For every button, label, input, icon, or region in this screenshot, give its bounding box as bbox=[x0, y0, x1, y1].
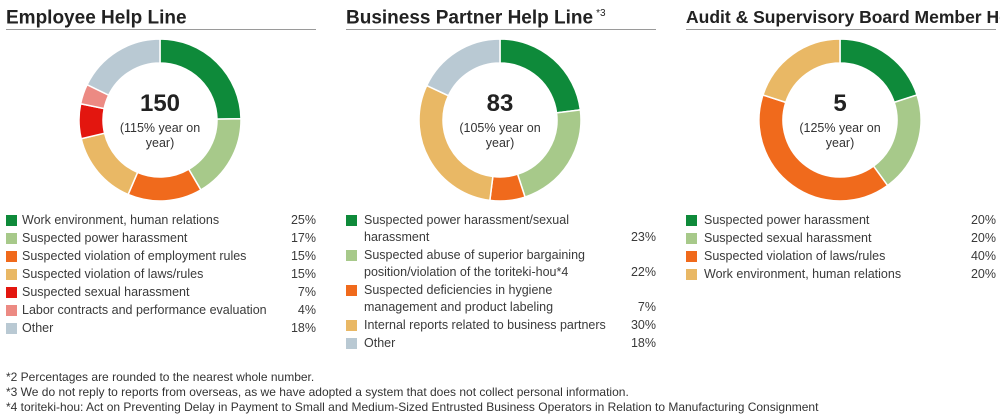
legend-item: Suspected violation of laws/rules 15% bbox=[6, 266, 316, 283]
donut-svg bbox=[759, 39, 921, 201]
legend-label: Suspected sexual harassment bbox=[704, 231, 872, 245]
legend-item: Suspected sexual harassment 7% bbox=[6, 284, 316, 301]
legend-item: Work environment, human relations 20% bbox=[686, 266, 996, 283]
legend-label: Suspected violation of employment rules bbox=[22, 249, 247, 263]
legend-item: Labor contracts and performance evaluati… bbox=[6, 302, 316, 319]
legend-swatch bbox=[6, 269, 17, 280]
legend-swatch bbox=[346, 285, 357, 296]
legend-item: Suspected power harassment/sexual harass… bbox=[346, 212, 656, 246]
legend-percentage: 30% bbox=[630, 318, 656, 332]
legend-item: Suspected abuse of superior bargaining p… bbox=[346, 247, 656, 281]
audit-board-hotline-panel: Audit & Supervisory Board Member Hotline… bbox=[686, 0, 1000, 281]
legend-percentage: 18% bbox=[630, 336, 656, 350]
legend-percentage: 7% bbox=[637, 300, 656, 314]
legend-label: Work environment, human relations bbox=[22, 213, 220, 227]
legend-swatch bbox=[346, 338, 357, 349]
legend-label: Suspected abuse of superior bargaining p… bbox=[364, 248, 585, 279]
legend-percentage: 18% bbox=[290, 321, 316, 335]
donut-svg bbox=[79, 39, 241, 201]
donut-chart: 5 (125% year on year) bbox=[759, 39, 921, 201]
legend-percentage: 40% bbox=[970, 249, 996, 263]
legend-swatch bbox=[346, 320, 357, 331]
employee-help-line-panel: Employee Help Line 150 (115% year on yea… bbox=[6, 0, 316, 335]
donut-svg bbox=[419, 39, 581, 201]
legend-item: Suspected deficiencies in hygiene manage… bbox=[346, 282, 656, 316]
chart-title: Business Partner Help Line *3 bbox=[346, 0, 656, 30]
legend-item: Other 18% bbox=[346, 335, 656, 352]
legend-swatch bbox=[346, 215, 357, 226]
legend-label: Other bbox=[22, 321, 54, 335]
legend-percentage: 17% bbox=[290, 231, 316, 245]
legend-label: Other bbox=[364, 336, 396, 350]
donut-slice-work-environment-human-relations bbox=[762, 39, 841, 104]
legend-percentage: 25% bbox=[290, 213, 316, 227]
legend-label: Suspected deficiencies in hygiene manage… bbox=[364, 283, 554, 314]
legend-percentage: 4% bbox=[297, 303, 316, 317]
legend-swatch bbox=[686, 233, 697, 244]
legend-item: Suspected sexual harassment 20% bbox=[686, 230, 996, 247]
legend-percentage: 22% bbox=[630, 265, 656, 279]
footnotes: *2 Percentages are rounded to the neares… bbox=[6, 370, 818, 415]
legend-percentage: 20% bbox=[970, 213, 996, 227]
legend-swatch bbox=[6, 323, 17, 334]
year-on-year-label: (125% year on year) bbox=[799, 120, 881, 150]
legend-swatch bbox=[6, 305, 17, 316]
legend-label: Internal reports related to business par… bbox=[364, 318, 606, 332]
year-on-year-label: (105% year on year) bbox=[459, 120, 541, 150]
chart-title: Audit & Supervisory Board Member Hotline bbox=[686, 0, 1000, 30]
legend-item: Work environment, human relations 25% bbox=[6, 212, 316, 229]
legend-item: Suspected power harassment 20% bbox=[686, 212, 996, 229]
legend-percentage: 15% bbox=[290, 267, 316, 281]
chart-title: Employee Help Line bbox=[6, 0, 316, 30]
legend-item: Suspected violation of employment rules 1… bbox=[6, 248, 316, 265]
legend-label: Suspected sexual harassment bbox=[22, 285, 190, 299]
donut-chart: 150 (115% year on year) bbox=[79, 39, 241, 201]
footnote: *2 Percentages are rounded to the neares… bbox=[6, 370, 315, 384]
legend-label: Suspected power harassment bbox=[22, 231, 188, 245]
donut-slice-other bbox=[86, 39, 161, 97]
total-count: 150 bbox=[139, 89, 181, 117]
legend: Suspected power harassment/sexual harass… bbox=[346, 212, 656, 353]
legend-percentage: 15% bbox=[290, 249, 316, 263]
legend-label: Suspected power harassment bbox=[704, 213, 870, 227]
legend-percentage: 20% bbox=[970, 267, 996, 281]
legend-item: Suspected power harassment 17% bbox=[6, 230, 316, 247]
legend-swatch bbox=[686, 269, 697, 280]
legend-percentage: 23% bbox=[630, 230, 656, 244]
year-on-year-label: (115% year on year) bbox=[119, 120, 201, 150]
legend-swatch bbox=[6, 233, 17, 244]
total-count: 83 bbox=[486, 89, 514, 117]
donut-slice-suspected-violation-of-laws-rules bbox=[759, 94, 889, 201]
legend-swatch bbox=[346, 250, 357, 261]
legend-percentage: 20% bbox=[970, 231, 996, 245]
legend-label: Suspected violation of laws/rules bbox=[704, 249, 886, 263]
legend-item: Internal reports related to business par… bbox=[346, 317, 656, 334]
legend-swatch bbox=[686, 251, 697, 262]
donut-slice-other bbox=[425, 39, 501, 97]
footnote: *3 We do not reply to reports from overs… bbox=[6, 385, 629, 399]
legend: Work environment, human relations 25% Susp… bbox=[6, 212, 316, 338]
legend-swatch bbox=[6, 215, 17, 226]
legend-percentage: 7% bbox=[297, 285, 316, 299]
legend-swatch bbox=[6, 287, 17, 298]
legend: Suspected power harassment 20% Suspected s… bbox=[686, 212, 996, 284]
legend-swatch bbox=[686, 215, 697, 226]
legend-label: Work environment, human relations bbox=[704, 267, 902, 281]
footnote: *4 toriteki-hou: Act on Preventing Delay… bbox=[6, 400, 819, 414]
legend-item: Other 18% bbox=[6, 320, 316, 337]
donut-chart: 83 (105% year on year) bbox=[419, 39, 581, 201]
legend-label: Suspected power harassment/sexual harass… bbox=[364, 213, 569, 244]
legend-label: Suspected violation of laws/rules bbox=[22, 267, 204, 281]
legend-item: Suspected violation of laws/rules 40% bbox=[686, 248, 996, 265]
legend-label: Labor contracts and performance evaluati… bbox=[22, 303, 267, 317]
business-partner-help-line-panel: Business Partner Help Line *3 83 (105% ye… bbox=[346, 0, 656, 350]
total-count: 5 bbox=[833, 89, 847, 117]
legend-swatch bbox=[6, 251, 17, 262]
